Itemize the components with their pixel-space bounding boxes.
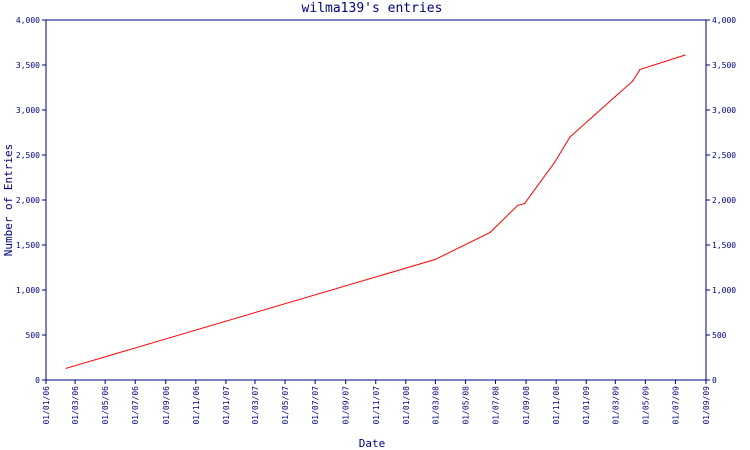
y-tick-label-left: 3,000 <box>16 106 40 115</box>
y-tick-label-left: 4,000 <box>16 16 40 25</box>
x-tick-label: 01/01/08 <box>402 386 411 425</box>
y-tick-label-left: 2,000 <box>16 196 40 205</box>
x-tick-label: 01/03/07 <box>251 386 260 425</box>
y-axis-label: Number of Entries <box>2 144 15 257</box>
y-tick-label-left: 500 <box>26 331 41 340</box>
data-point <box>434 258 436 260</box>
y-tick-label-right: 2,500 <box>712 151 736 160</box>
x-tick-label: 01/01/09 <box>582 386 591 425</box>
x-tick-label: 01/07/08 <box>492 386 501 425</box>
data-point <box>684 54 686 56</box>
x-tick-label: 01/05/06 <box>101 386 110 425</box>
x-tick-label: 01/11/08 <box>552 386 561 425</box>
data-point <box>631 80 634 82</box>
data-point <box>594 113 596 116</box>
chart-title: wilma139's entries <box>302 1 443 16</box>
y-tick-label-right: 4,000 <box>712 16 736 25</box>
y-tick-label-right: 0 <box>712 376 717 385</box>
x-tick-label: 01/05/07 <box>281 386 290 425</box>
data-point <box>569 136 571 138</box>
data-point <box>554 161 556 163</box>
y-tick-label-left: 3,500 <box>16 61 40 70</box>
x-tick-label: 01/03/08 <box>431 386 440 425</box>
data-point <box>639 68 641 71</box>
entries-series-line <box>66 54 685 369</box>
y-tick-label-right: 1,000 <box>712 286 736 295</box>
data-point <box>524 203 526 205</box>
x-tick-label: 01/03/06 <box>71 386 80 425</box>
y-tick-label-right: 1,500 <box>712 241 736 250</box>
x-axis-label: Date <box>359 437 386 450</box>
x-tick-label: 01/05/09 <box>641 386 650 425</box>
plot-frame <box>45 19 707 381</box>
data-point <box>65 367 67 369</box>
series-group <box>65 54 686 369</box>
y-tick-label-right: 500 <box>712 331 727 340</box>
y-tick-label-left: 0 <box>35 376 40 385</box>
y-tick-label-left: 2,500 <box>16 151 40 160</box>
x-tick-label: 01/03/09 <box>611 386 620 425</box>
data-point <box>517 204 519 206</box>
x-tick-label: 01/09/08 <box>522 386 531 425</box>
data-point <box>489 231 491 233</box>
x-tick-label: 01/07/07 <box>311 386 320 425</box>
x-tick-label: 01/09/06 <box>162 386 171 425</box>
y-tick-label-right: 2,000 <box>712 196 736 205</box>
y-tick-label-left: 1,000 <box>16 286 40 295</box>
y-tick-label-right: 3,000 <box>712 106 736 115</box>
y-tick-label-right: 3,500 <box>712 61 736 70</box>
x-tick-label: 01/11/06 <box>192 386 201 425</box>
x-tick-label: 01/01/07 <box>222 386 231 425</box>
x-axis: 01/01/06 01/03/06 01/05/06 01/07/06 01/09/06… <box>42 380 711 425</box>
x-tick-label: 01/09/07 <box>342 386 351 425</box>
x-tick-label: 01/07/06 <box>131 386 140 425</box>
x-tick-label: 01/07/09 <box>671 386 680 425</box>
data-point <box>614 95 616 98</box>
x-tick-label: 01/05/08 <box>461 386 470 425</box>
y-axis-right: 0 500 1,000 1,500 2,000 2,500 3,000 3,500 4,000 <box>706 16 736 385</box>
y-axis-left: 0 500 1,000 1,500 2,000 2,500 3,000 3,500 4,000 <box>16 16 46 385</box>
y-tick-label-left: 1,500 <box>16 241 40 250</box>
x-tick-label: 01/01/06 <box>42 386 51 425</box>
x-tick-label: 01/09/09 <box>702 386 711 425</box>
x-tick-label: 01/11/07 <box>372 386 381 425</box>
